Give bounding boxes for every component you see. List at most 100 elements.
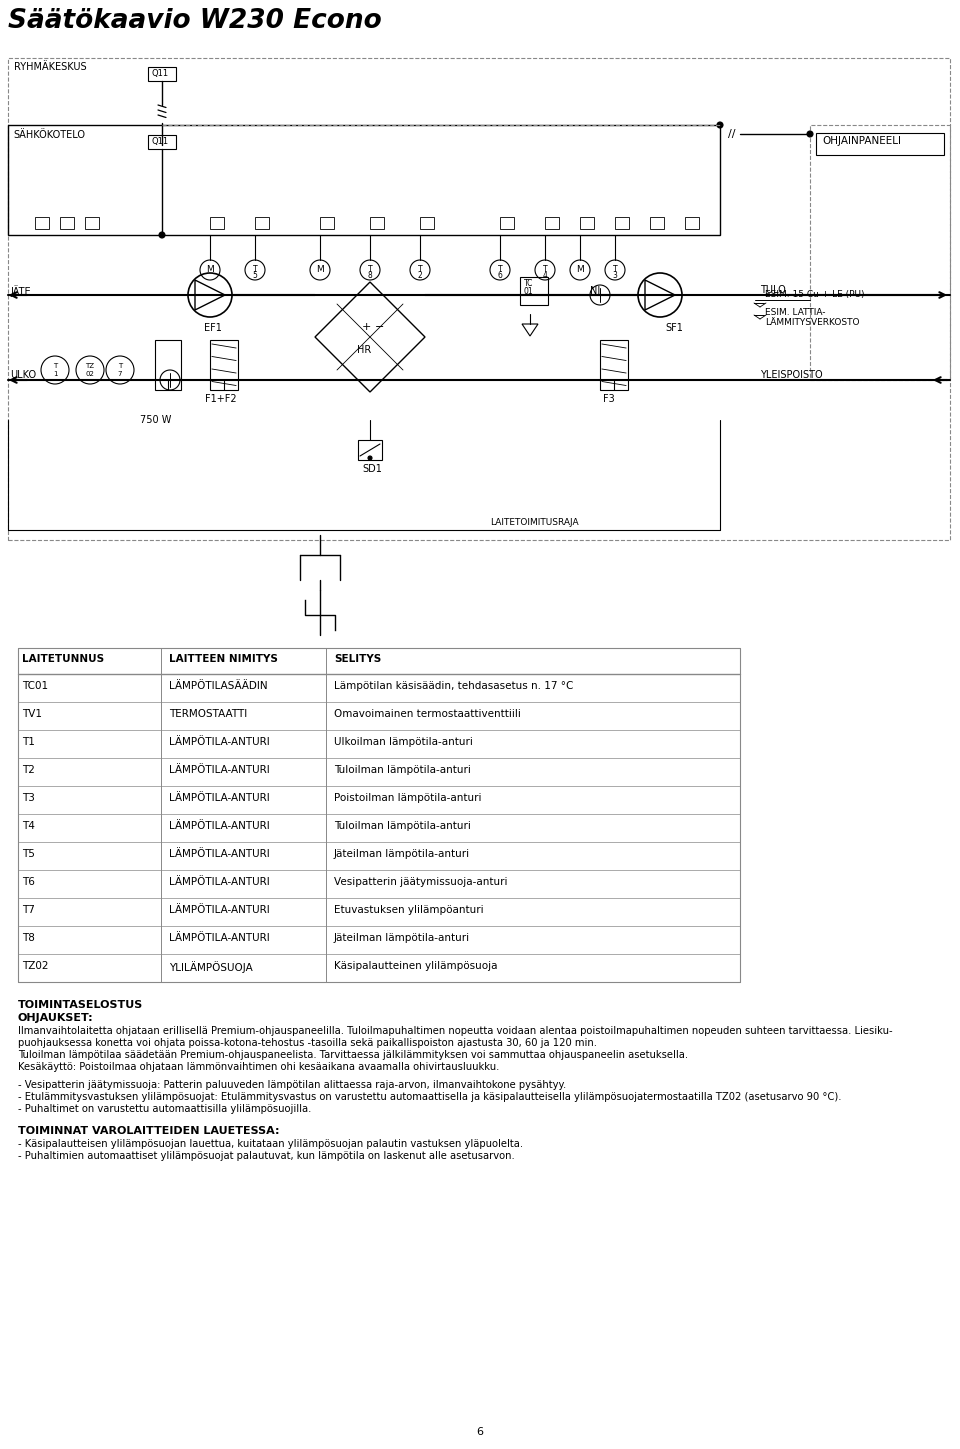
Text: TOIMINTASELOSTUS: TOIMINTASELOSTUS <box>18 1000 143 1010</box>
Text: Säätökaavio W230 Econo: Säätökaavio W230 Econo <box>8 9 382 33</box>
Text: F3: F3 <box>603 394 614 404</box>
Text: −: − <box>375 322 385 332</box>
Text: Käsipalautteinen ylilämpösuoja: Käsipalautteinen ylilämpösuoja <box>334 961 497 971</box>
Text: 2: 2 <box>418 271 422 280</box>
Text: RYHMÄKESKUS: RYHMÄKESKUS <box>14 62 86 72</box>
Text: 5: 5 <box>252 271 257 280</box>
Text: 1: 1 <box>53 371 58 377</box>
Bar <box>148 67 176 81</box>
Text: - Puhaltimien automaattiset ylilämpösuojat palautuvat, kun lämpötila on laskenut: - Puhaltimien automaattiset ylilämpösuoj… <box>18 1151 515 1161</box>
Circle shape <box>159 232 165 238</box>
Text: Ulkoilman lämpötila-anturi: Ulkoilman lämpötila-anturi <box>334 738 473 748</box>
Bar <box>816 133 944 155</box>
Bar <box>545 217 559 229</box>
Bar <box>8 58 950 540</box>
Text: LAITTEEN NIMITYS: LAITTEEN NIMITYS <box>169 653 277 664</box>
Text: LÄMPÖTILA-ANTURI: LÄMPÖTILA-ANTURI <box>169 738 270 748</box>
Text: TERMOSTAATTI: TERMOSTAATTI <box>169 709 248 719</box>
Text: LÄMPÖTILA-ANTURI: LÄMPÖTILA-ANTURI <box>169 849 270 859</box>
Text: JÄTE: JÄTE <box>10 285 31 297</box>
Text: TC: TC <box>524 280 534 288</box>
Bar <box>810 125 950 380</box>
Text: Etuvastuksen ylilämpöanturi: Etuvastuksen ylilämpöanturi <box>334 906 484 914</box>
Text: T5: T5 <box>22 849 35 859</box>
Text: M: M <box>316 265 324 274</box>
Bar <box>650 217 664 229</box>
Text: LÄMPÖTILA-ANTURI: LÄMPÖTILA-ANTURI <box>169 793 270 803</box>
Text: - Käsipalautteisen ylilämpösuojan lauettua, kuitataan ylilämpösuojan palautin va: - Käsipalautteisen ylilämpösuojan lauett… <box>18 1139 523 1149</box>
Text: T1: T1 <box>22 738 35 748</box>
Text: Poistoilman lämpötila-anturi: Poistoilman lämpötila-anturi <box>334 793 482 803</box>
Text: YLEISPOISTO: YLEISPOISTO <box>760 369 823 380</box>
Text: LÄMPÖTILA-ANTURI: LÄMPÖTILA-ANTURI <box>169 877 270 887</box>
Text: LÄMPÖTILA-ANTURI: LÄMPÖTILA-ANTURI <box>169 906 270 914</box>
Bar <box>210 341 238 390</box>
Bar <box>85 217 99 229</box>
Bar <box>580 217 594 229</box>
Text: - Puhaltimet on varustettu automaattisilla ylilämpösuojilla.: - Puhaltimet on varustettu automaattisil… <box>18 1104 311 1114</box>
Text: Omavoimainen termostaattiventtiili: Omavoimainen termostaattiventtiili <box>334 709 521 719</box>
Text: Kesäkäyttö: Poistoilmaa ohjataan lämmönvaihtimen ohi kesäaikana avaamalla ohivir: Kesäkäyttö: Poistoilmaa ohjataan lämmönv… <box>18 1062 499 1072</box>
Text: 3: 3 <box>612 271 617 280</box>
Text: TZ02: TZ02 <box>22 961 49 971</box>
Text: 01: 01 <box>524 287 534 296</box>
Bar <box>500 217 514 229</box>
Text: puohjauksessa konetta voi ohjata poissa-kotona-tehostus -tasoilla sekä paikallis: puohjauksessa konetta voi ohjata poissa-… <box>18 1037 597 1048</box>
Text: T3: T3 <box>22 793 35 803</box>
Text: Q11: Q11 <box>152 138 169 146</box>
Bar <box>370 217 384 229</box>
Text: OHJAINPANEELI: OHJAINPANEELI <box>822 136 901 146</box>
Bar <box>685 217 699 229</box>
Text: SÄHKÖKOTELO: SÄHKÖKOTELO <box>13 130 85 141</box>
Text: OHJAUKSET:: OHJAUKSET: <box>18 1013 94 1023</box>
Text: 6: 6 <box>476 1427 484 1437</box>
Bar <box>35 217 49 229</box>
Bar <box>210 217 224 229</box>
Text: - Vesipatterin jäätymissuoja: Patterin paluuveden lämpötilan alittaessa raja-arv: - Vesipatterin jäätymissuoja: Patterin p… <box>18 1080 566 1090</box>
Text: Jäteilman lämpötila-anturi: Jäteilman lämpötila-anturi <box>334 849 470 859</box>
Text: Ilmanvaihtolaitetta ohjataan erillisellä Premium-ohjauspaneelilla. Tuloilmapuhal: Ilmanvaihtolaitetta ohjataan erillisellä… <box>18 1026 893 1036</box>
Text: T: T <box>118 364 122 369</box>
Text: LÄMPÖTILA-ANTURI: LÄMPÖTILA-ANTURI <box>169 933 270 943</box>
Text: SF1: SF1 <box>665 323 683 333</box>
Text: LAITETUNNUS: LAITETUNNUS <box>22 653 104 664</box>
Bar <box>320 217 334 229</box>
Text: M: M <box>206 265 214 274</box>
Text: LAITETOIMITUSRAJA: LAITETOIMITUSRAJA <box>490 517 579 527</box>
Text: T: T <box>252 265 257 274</box>
Bar <box>255 217 269 229</box>
Text: 8: 8 <box>368 271 372 280</box>
Bar <box>155 341 181 390</box>
Text: T: T <box>612 265 617 274</box>
Text: T: T <box>368 265 372 274</box>
Text: YLILÄMPÖSUOJA: YLILÄMPÖSUOJA <box>169 961 252 972</box>
Text: Jäteilman lämpötila-anturi: Jäteilman lämpötila-anturi <box>334 933 470 943</box>
Bar <box>600 341 628 390</box>
Text: T: T <box>53 364 58 369</box>
Text: Lämpötilan käsisäädin, tehdasasetus n. 17 °C: Lämpötilan käsisäädin, tehdasasetus n. 1… <box>334 681 573 691</box>
Text: T: T <box>418 265 422 274</box>
Text: Tuloilman lämpötila-anturi: Tuloilman lämpötila-anturi <box>334 822 470 830</box>
Text: 750 W: 750 W <box>140 414 172 425</box>
Text: EF1: EF1 <box>204 323 222 333</box>
Text: - Etulämmitysvastuksen ylilämpösuojat: Etulämmitysvastus on varustettu automaatt: - Etulämmitysvastuksen ylilämpösuojat: E… <box>18 1093 842 1103</box>
Bar <box>615 217 629 229</box>
Text: 02: 02 <box>85 371 94 377</box>
Text: ESIM. 15 Cu + LE (PU): ESIM. 15 Cu + LE (PU) <box>765 290 865 298</box>
Text: TV1: TV1 <box>22 709 42 719</box>
Text: TOIMINNAT VAROLAITTEIDEN LAUETESSA:: TOIMINNAT VAROLAITTEIDEN LAUETESSA: <box>18 1126 279 1136</box>
Text: ULKO: ULKO <box>10 369 36 380</box>
Bar <box>18 648 740 982</box>
Bar <box>60 217 74 229</box>
Circle shape <box>717 122 723 128</box>
Text: LÄMPÖTILASÄÄDIN: LÄMPÖTILASÄÄDIN <box>169 681 268 691</box>
Text: T4: T4 <box>22 822 35 830</box>
Text: 4: 4 <box>542 271 547 280</box>
Text: T7: T7 <box>22 906 35 914</box>
Text: Tuloilman lämpötilaa säädetään Premium-ohjauspaneelista. Tarvittaessa jälkilämmi: Tuloilman lämpötilaa säädetään Premium-o… <box>18 1051 688 1061</box>
Text: LÄMPÖTILA-ANTURI: LÄMPÖTILA-ANTURI <box>169 765 270 775</box>
Text: M: M <box>576 265 584 274</box>
Bar <box>8 125 720 235</box>
Text: T: T <box>497 265 502 274</box>
Text: Q11: Q11 <box>152 70 169 78</box>
